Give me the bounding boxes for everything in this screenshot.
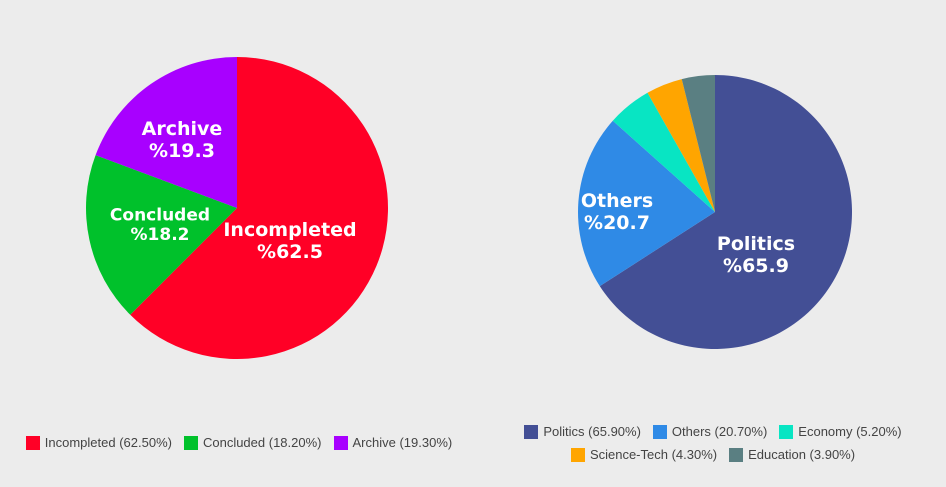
- slice-politics[interactable]: [599, 75, 853, 350]
- legend-swatch: [570, 447, 585, 462]
- slice-label-value: %18.2: [131, 225, 190, 245]
- slice-label-value: %19.3: [149, 140, 215, 162]
- legend-item-politics[interactable]: Politics (65.90%): [524, 424, 641, 439]
- legend-item-science-tech[interactable]: Science-Tech (4.30%): [570, 447, 718, 462]
- slice-others[interactable]: [578, 120, 715, 287]
- legend-item-education[interactable]: Education (3.90%): [729, 447, 855, 462]
- legend-label: Archive (19.30%): [352, 435, 453, 450]
- category-pie-chart: Politics%65.9 Others%20.7: [578, 75, 853, 350]
- slice-label-concluded: Concluded%18.2: [110, 206, 210, 246]
- legend-swatch: [729, 447, 744, 462]
- slice-label-name: Others: [581, 190, 653, 212]
- legend-swatch: [652, 424, 667, 439]
- legend-swatch: [524, 424, 539, 439]
- slice-incompleted[interactable]: [130, 57, 389, 359]
- slice-label-name: Incompleted: [223, 219, 356, 241]
- slice-label-name: Politics: [717, 233, 795, 255]
- slice-label-value: %65.9: [723, 255, 789, 277]
- slice-label-name: Archive: [142, 118, 223, 140]
- category-legend: Politics (65.90%) Others (20.70%) Economy …: [480, 424, 946, 462]
- legend-label: Others (20.70%): [671, 424, 768, 439]
- slice-economy[interactable]: [612, 92, 715, 212]
- legend-label: Science-Tech (4.30%): [589, 447, 718, 462]
- slice-science-tech[interactable]: [647, 79, 716, 212]
- slice-education[interactable]: [681, 75, 715, 212]
- status-legend: Incompleted (62.50%) Concluded (18.20%) Ar…: [0, 435, 478, 450]
- slice-label-name: Concluded: [110, 206, 210, 226]
- legend-swatch: [183, 435, 198, 450]
- slice-archive[interactable]: [95, 57, 237, 208]
- slice-label-archive: Archive%19.3: [142, 118, 223, 162]
- legend-item-concluded[interactable]: Concluded (18.20%): [183, 435, 322, 450]
- legend-label: Incompleted (62.50%): [44, 435, 172, 450]
- slice-label-value: %62.5: [257, 241, 323, 263]
- legend-swatch: [779, 424, 794, 439]
- legend-label: Politics (65.90%): [543, 424, 641, 439]
- slice-label-incompleted: Incompleted%62.5: [223, 219, 356, 263]
- legend-label: Economy (5.20%): [798, 424, 902, 439]
- status-pie-chart: Incompleted%62.5 Concluded%18.2 Archive%19…: [86, 57, 389, 359]
- legend-item-incompleted[interactable]: Incompleted (62.50%): [25, 435, 172, 450]
- legend-swatch: [333, 435, 348, 450]
- legend-swatch: [25, 435, 40, 450]
- legend-item-economy[interactable]: Economy (5.20%): [779, 424, 902, 439]
- legend-label: Education (3.90%): [748, 447, 856, 462]
- slice-label-others: Others%20.7: [581, 190, 653, 234]
- slice-concluded[interactable]: [86, 155, 237, 315]
- legend-label: Concluded (18.20%): [202, 435, 322, 450]
- legend-item-archive[interactable]: Archive (19.30%): [333, 435, 453, 450]
- slice-label-politics: Politics%65.9: [717, 233, 795, 277]
- slice-label-value: %20.7: [584, 212, 650, 234]
- legend-item-others[interactable]: Others (20.70%): [652, 424, 768, 439]
